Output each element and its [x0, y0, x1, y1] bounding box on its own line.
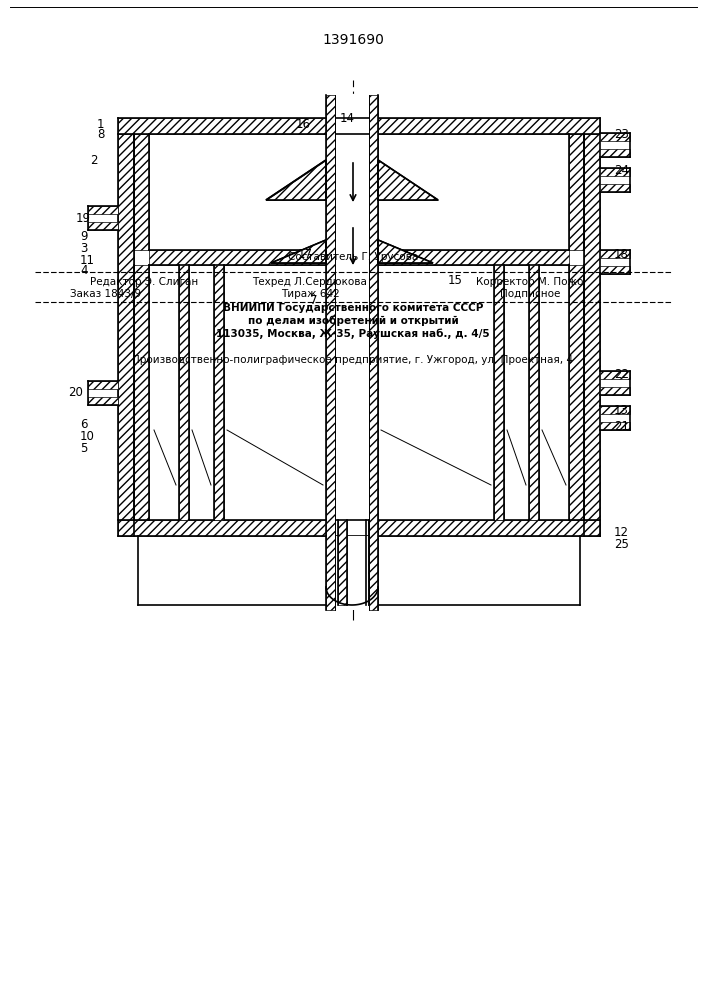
Text: 14: 14 [340, 111, 355, 124]
Text: 16: 16 [296, 118, 311, 131]
Bar [134, 265, 149, 520]
Text: 24: 24 [614, 163, 629, 176]
Text: 23: 23 [614, 128, 629, 141]
Bar [326, 95, 335, 610]
Bar [584, 134, 600, 536]
Bar [335, 95, 369, 610]
Text: 2: 2 [90, 153, 98, 166]
Polygon shape [378, 160, 438, 200]
Bar [138, 536, 580, 605]
Bar [88, 381, 118, 405]
Bar [600, 371, 630, 379]
Text: 22: 22 [614, 368, 629, 381]
Bar [118, 134, 134, 536]
Bar [600, 133, 630, 157]
Text: Редактор Э. Слиган: Редактор Э. Слиган [90, 277, 198, 287]
Text: 4: 4 [80, 264, 88, 277]
Polygon shape [266, 160, 326, 200]
Bar [214, 265, 224, 520]
Text: 18: 18 [614, 248, 629, 261]
Bar [118, 520, 600, 536]
Text: 21: 21 [614, 420, 629, 432]
Polygon shape [271, 240, 326, 263]
Bar [569, 134, 584, 250]
Bar [88, 222, 118, 230]
Text: ВНИИПИ Государственного комитета СССР: ВНИИПИ Государственного комитета СССР [223, 303, 483, 313]
Text: 6: 6 [80, 418, 88, 432]
Polygon shape [378, 160, 438, 200]
Bar [88, 206, 118, 214]
Bar [88, 206, 118, 230]
Text: 3: 3 [80, 242, 88, 255]
Text: 7: 7 [310, 294, 317, 306]
Bar [600, 133, 630, 141]
Text: Заказ 1843/9: Заказ 1843/9 [70, 289, 141, 299]
Text: 25: 25 [614, 538, 629, 550]
Text: 113035, Москва, Ж-35, Раушская наб., д. 4/5: 113035, Москва, Ж-35, Раушская наб., д. … [216, 329, 490, 339]
Bar [134, 134, 149, 250]
Polygon shape [266, 160, 326, 200]
Polygon shape [378, 240, 433, 263]
Bar [600, 266, 630, 274]
Text: 17: 17 [298, 248, 313, 261]
Text: Техред Л.Сердюкова: Техред Л.Сердюкова [252, 277, 368, 287]
Bar [179, 265, 189, 520]
Text: 10: 10 [80, 430, 95, 444]
Text: 15: 15 [448, 273, 463, 286]
Bar [600, 168, 630, 192]
Bar [600, 371, 630, 395]
Bar [88, 397, 118, 405]
Bar [569, 265, 584, 520]
Text: Корректор М. Пожо: Корректор М. Пожо [477, 277, 584, 287]
Text: Подписное: Подписное [500, 289, 560, 299]
Text: по делам изобретений и открытий: по делам изобретений и открытий [247, 316, 458, 326]
Text: 13: 13 [614, 403, 629, 416]
Text: 19: 19 [76, 212, 91, 225]
Text: 11: 11 [80, 253, 95, 266]
Bar [600, 149, 630, 157]
Bar [600, 422, 630, 430]
Text: Составитель Г. Урусова: Составитель Г. Урусова [288, 252, 418, 262]
Bar [88, 381, 118, 389]
Bar [600, 387, 630, 395]
Text: Тираж 642: Тираж 642 [281, 289, 339, 299]
Bar [118, 118, 600, 134]
Bar [369, 95, 378, 610]
Bar [338, 520, 347, 605]
Bar [149, 250, 326, 265]
Polygon shape [271, 240, 326, 263]
Text: 1391690: 1391690 [322, 33, 384, 47]
Bar [529, 265, 539, 520]
Text: Производственно-полиграфическое предприятие, г. Ужгород, ул. Проектная, 4: Производственно-полиграфическое предприя… [132, 355, 573, 365]
Bar [378, 250, 569, 265]
Text: 1: 1 [97, 118, 105, 131]
Bar [600, 168, 630, 176]
Bar [600, 406, 630, 430]
Bar [600, 250, 630, 258]
Text: 12: 12 [614, 526, 629, 538]
Text: 5: 5 [80, 442, 88, 456]
Bar [600, 250, 630, 274]
Text: 20: 20 [68, 386, 83, 399]
Text: 8: 8 [97, 127, 105, 140]
Text: 9: 9 [80, 231, 88, 243]
Bar [600, 406, 630, 414]
Bar [368, 520, 369, 605]
Bar [335, 536, 369, 605]
Polygon shape [378, 240, 433, 263]
Bar [600, 184, 630, 192]
Bar [494, 265, 504, 520]
